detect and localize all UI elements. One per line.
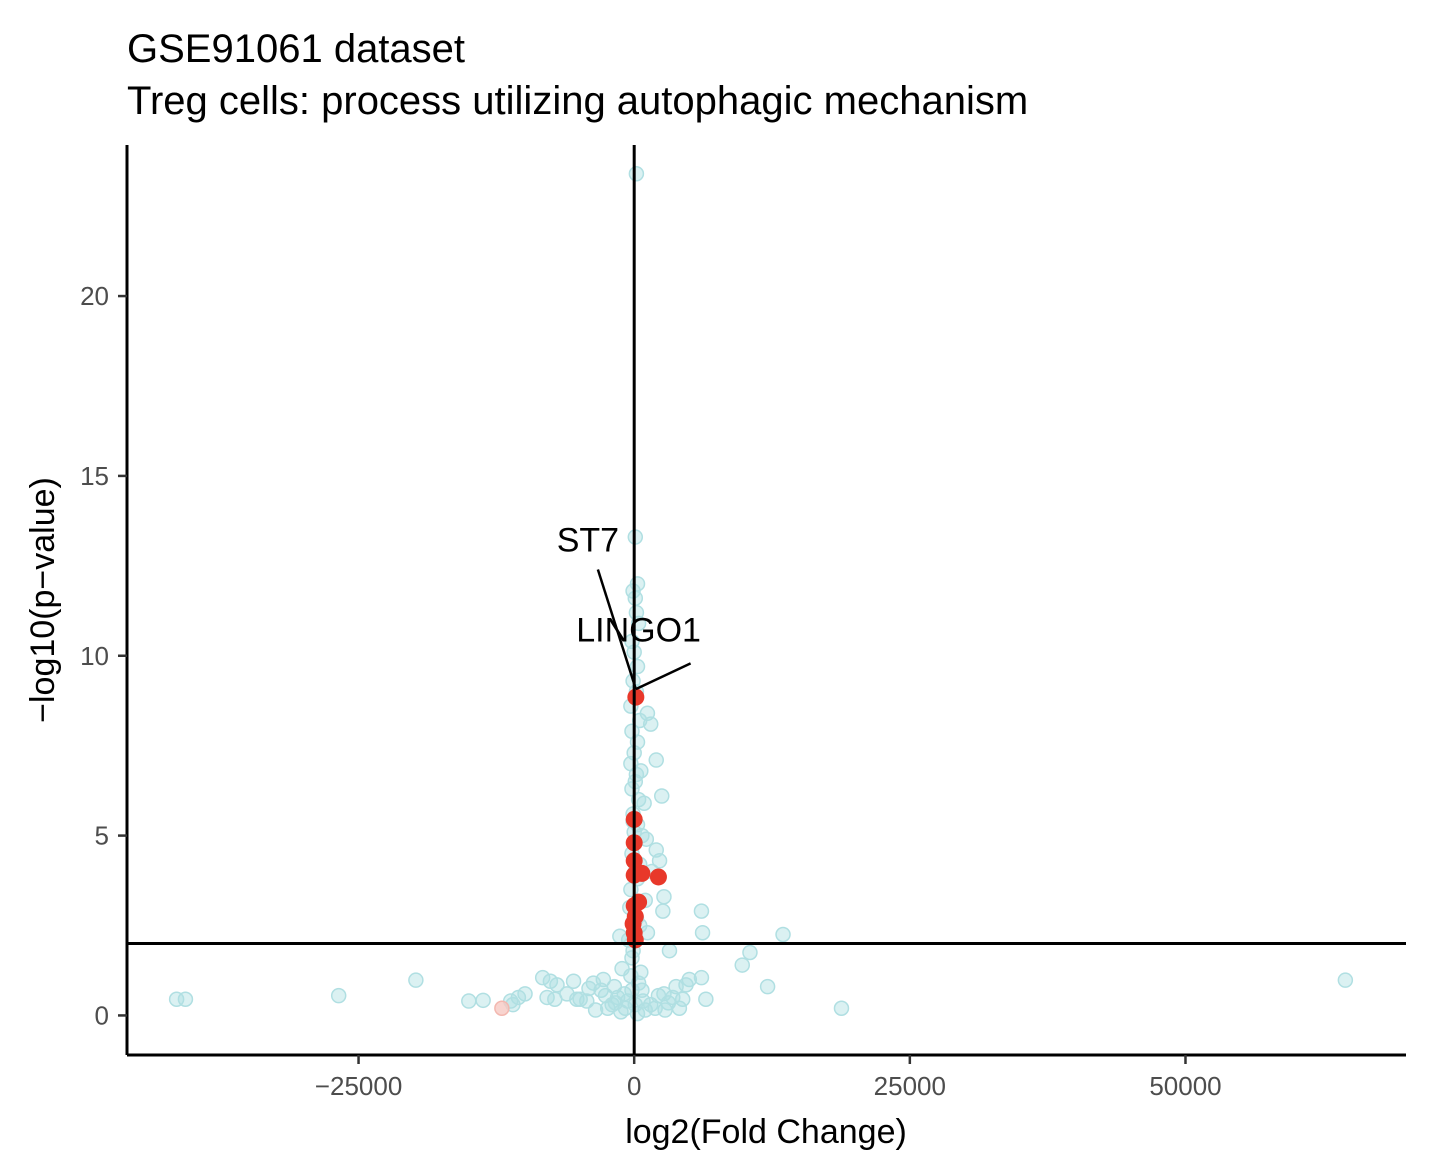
x-tick-label: −25000 xyxy=(315,1071,402,1101)
y-tick-label: 15 xyxy=(80,461,109,491)
data-point xyxy=(636,795,652,811)
data-point xyxy=(534,969,551,986)
y-tick-label: 0 xyxy=(95,1000,109,1030)
highlight-point xyxy=(649,868,667,886)
data-point xyxy=(168,991,185,1007)
data-point xyxy=(655,903,671,919)
data-point xyxy=(330,987,347,1004)
x-axis-title: log2(Fold Change) xyxy=(625,1113,907,1151)
data-point xyxy=(698,991,714,1007)
data-point xyxy=(661,942,678,959)
data-point xyxy=(581,980,597,997)
data-point xyxy=(461,993,477,1009)
annotation-connector xyxy=(635,662,692,691)
data-point xyxy=(693,903,710,919)
data-point xyxy=(648,752,664,768)
data-point xyxy=(547,991,563,1007)
x-tick-label: 50000 xyxy=(1149,1071,1221,1101)
data-point xyxy=(647,1000,663,1016)
y-tick-label: 20 xyxy=(80,281,109,311)
data-point xyxy=(674,991,691,1007)
data-point xyxy=(833,1000,850,1016)
data-point xyxy=(629,658,646,675)
data-point xyxy=(607,995,624,1011)
y-axis-title: −log10(p−value) xyxy=(24,477,62,723)
data-point xyxy=(734,957,750,973)
data-point xyxy=(572,991,588,1007)
annotation-label: ST7 xyxy=(557,521,619,559)
chart-title: GSE91061 dataset xyxy=(127,27,465,71)
data-point xyxy=(694,924,711,941)
data-point xyxy=(628,766,645,783)
data-point xyxy=(742,944,758,961)
data-point xyxy=(775,926,791,943)
reference-lines xyxy=(127,145,1406,1055)
data-point xyxy=(628,166,645,182)
highlight-point xyxy=(627,688,645,706)
y-tick-label: 5 xyxy=(95,821,109,851)
x-tick-label: 25000 xyxy=(874,1071,946,1101)
data-point xyxy=(654,788,670,804)
axes: −25000 0 25000 50000 0 5 10 15 20 xyxy=(80,145,1406,1101)
data-point xyxy=(759,978,776,995)
data-point xyxy=(693,969,710,986)
data-point xyxy=(1337,972,1354,988)
x-tick-label: 0 xyxy=(627,1071,641,1101)
data-point xyxy=(671,1000,688,1016)
data-point xyxy=(651,853,668,869)
data-point xyxy=(565,973,582,990)
data-point xyxy=(650,987,667,1004)
data-point xyxy=(656,888,672,905)
annotation-connector xyxy=(596,569,638,690)
points-layer xyxy=(168,166,1354,1022)
y-tick-label: 10 xyxy=(80,641,109,671)
annotation-label: LINGO1 xyxy=(576,611,701,649)
chart-subtitle: Treg cells: process utilizing autophagic… xyxy=(127,79,1028,123)
annotations: ST7 LINGO1 xyxy=(557,521,701,691)
data-point xyxy=(587,1002,604,1018)
data-point xyxy=(475,992,491,1009)
data-point xyxy=(408,972,424,988)
faded-highlight-point xyxy=(494,1000,510,1016)
data-point xyxy=(634,982,650,999)
